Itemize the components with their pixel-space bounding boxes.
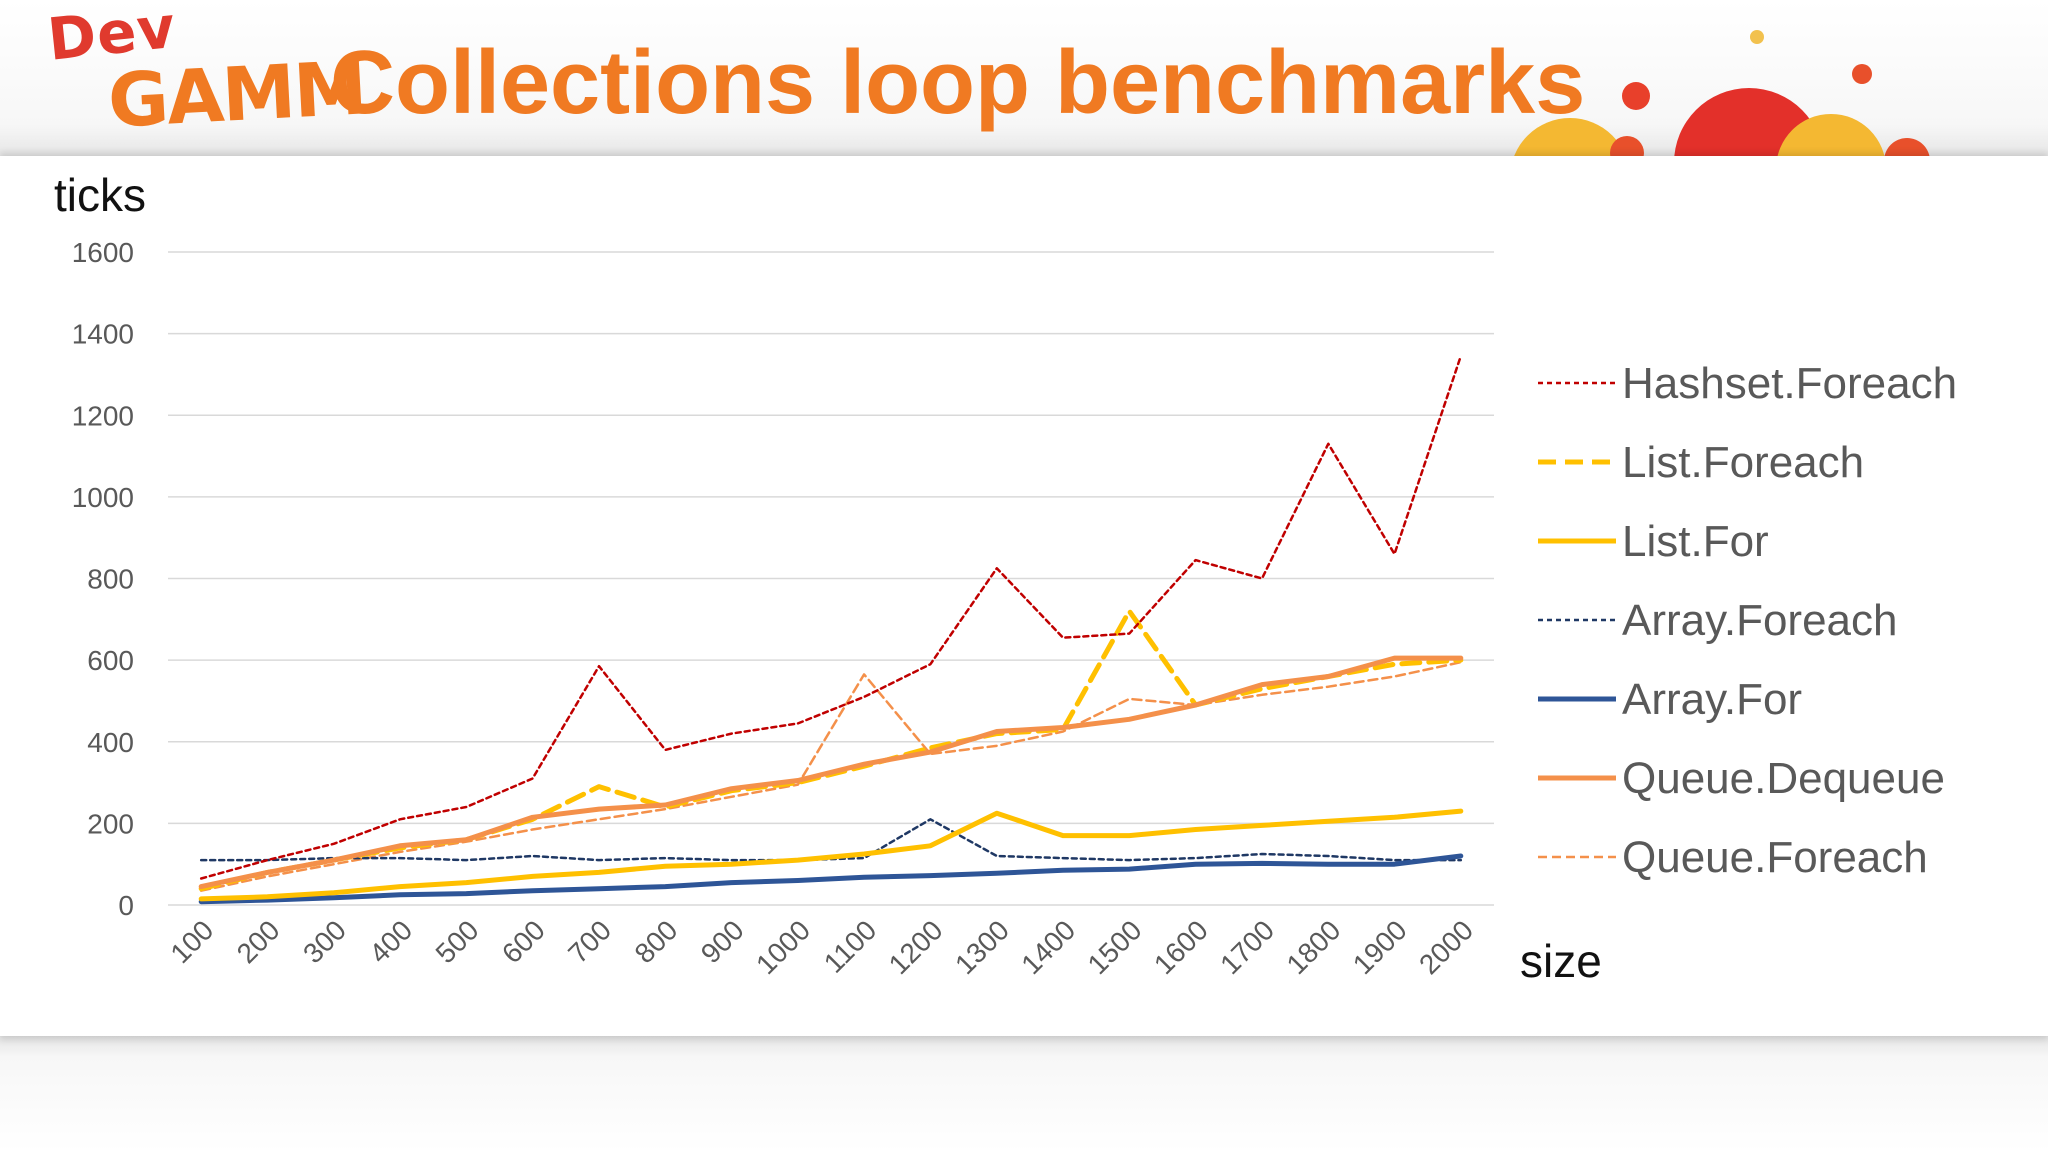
y-tick-label: 0	[118, 890, 134, 921]
y-tick-label: 800	[87, 564, 134, 595]
footer-band	[0, 1036, 2048, 1152]
decor-circle	[1750, 30, 1764, 44]
legend-label: List.For	[1622, 517, 1769, 566]
x-tick-label: 700	[562, 914, 617, 969]
series-line-queue-dequeue	[198, 655, 1464, 890]
x-tick-label: 1000	[750, 914, 816, 980]
y-tick-label: 1000	[72, 482, 134, 513]
x-tick-label: 1300	[949, 914, 1015, 980]
decor-circle	[1852, 64, 1872, 84]
y-tick-label: 1600	[72, 237, 134, 268]
series-line-list-for	[198, 808, 1464, 902]
legend-label: Hashset.Foreach	[1622, 359, 1957, 408]
x-tick-label: 200	[231, 914, 286, 969]
x-tick-label: 600	[496, 914, 551, 969]
x-tick-label: 1100	[818, 914, 883, 979]
page-title: Collections loop benchmarks	[330, 33, 1586, 133]
y-tick-label: 1400	[72, 319, 134, 350]
x-tick-label: 1400	[1015, 914, 1081, 980]
legend-label: Array.Foreach	[1622, 596, 1898, 645]
series-line-queue-foreach	[199, 660, 1463, 892]
y-axis-title: ticks	[54, 169, 146, 221]
x-axis-title: size	[1520, 935, 1602, 987]
decor-circle	[1622, 82, 1650, 110]
x-tick-label: 2000	[1413, 914, 1479, 980]
legend-label: Queue.Dequeue	[1622, 754, 1945, 803]
y-tick-label: 200	[87, 808, 134, 839]
x-tick-label: 1500	[1082, 914, 1148, 980]
series-line-array-for	[198, 853, 1464, 905]
y-tick-label: 400	[87, 727, 134, 758]
x-tick-label: 1600	[1148, 914, 1214, 980]
y-tick-label: 1200	[72, 400, 134, 431]
series-line-hashset-foreach	[199, 354, 1463, 880]
legend-label: Array.For	[1622, 675, 1802, 724]
x-tick-label: 400	[363, 914, 418, 969]
legend-label: List.Foreach	[1622, 438, 1864, 487]
y-tick-label: 600	[87, 645, 134, 676]
x-tick-label: 1200	[883, 914, 949, 980]
x-tick-label: 900	[695, 914, 750, 969]
x-tick-label: 300	[297, 914, 352, 969]
x-tick-label: 1800	[1281, 914, 1347, 980]
x-tick-label: 1700	[1214, 914, 1280, 980]
x-tick-label: 100	[164, 914, 219, 969]
x-tick-label: 500	[430, 914, 485, 969]
legend-label: Queue.Foreach	[1622, 833, 1928, 882]
x-tick-label: 1900	[1347, 914, 1413, 980]
x-tick-label: 800	[629, 914, 684, 969]
